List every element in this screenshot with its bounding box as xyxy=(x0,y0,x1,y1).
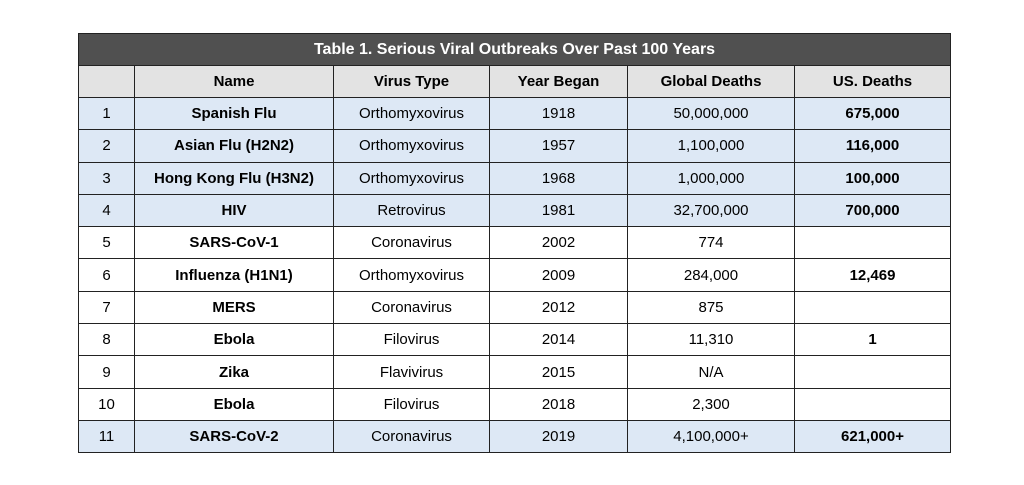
cell-name: Ebola xyxy=(134,387,334,421)
cell-global-deaths: 774 xyxy=(627,226,795,260)
cell-us-deaths: 100,000 xyxy=(793,161,952,195)
cell-year-began: 2015 xyxy=(489,355,628,389)
header-number xyxy=(78,65,135,98)
cell-number: 9 xyxy=(78,355,135,389)
cell-number: 7 xyxy=(78,290,135,325)
cell-number: 2 xyxy=(78,129,135,163)
table-row: 11 SARS-CoV-2 Coronavirus 2019 4,100,000… xyxy=(78,419,952,454)
cell-virus-type: Retrovirus xyxy=(333,193,490,228)
cell-global-deaths: 32,700,000 xyxy=(627,193,795,228)
cell-us-deaths xyxy=(793,290,952,325)
cell-year-began: 2002 xyxy=(489,226,628,260)
header-virus-type: Virus Type xyxy=(333,65,490,98)
table-caption: Table 1. Serious Viral Outbreaks Over Pa… xyxy=(77,33,952,66)
cell-number: 3 xyxy=(78,161,135,195)
cell-year-began: 2009 xyxy=(489,258,628,292)
cell-virus-type: Orthomyxovirus xyxy=(333,161,490,195)
table-caption-row: Table 1. Serious Viral Outbreaks Over Pa… xyxy=(77,33,952,66)
cell-name: MERS xyxy=(134,290,334,325)
outbreaks-table-container: Table 1. Serious Viral Outbreaks Over Pa… xyxy=(77,33,952,454)
table-row: 7 MERS Coronavirus 2012 875 xyxy=(78,290,952,325)
table-row: 5 SARS-CoV-1 Coronavirus 2002 774 xyxy=(78,226,952,260)
cell-virus-type: Orthomyxovirus xyxy=(333,129,490,163)
table-row: 1 Spanish Flu Orthomyxovirus 1918 50,000… xyxy=(78,96,952,131)
table-row: 3 Hong Kong Flu (H3N2) Orthomyxovirus 19… xyxy=(78,161,952,195)
cell-us-deaths xyxy=(793,355,952,389)
table-row: 9 Zika Flavivirus 2015 N/A xyxy=(78,355,952,389)
cell-us-deaths: 12,469 xyxy=(793,258,952,292)
table-header-row: Name Virus Type Year Began Global Deaths… xyxy=(78,65,952,98)
cell-virus-type: Coronavirus xyxy=(333,226,490,260)
cell-name: HIV xyxy=(134,193,334,228)
table-row: 4 HIV Retrovirus 1981 32,700,000 700,000 xyxy=(78,193,952,228)
cell-virus-type: Filovirus xyxy=(333,323,490,357)
cell-name: Spanish Flu xyxy=(134,96,334,131)
cell-us-deaths xyxy=(793,226,952,260)
cell-name: SARS-CoV-1 xyxy=(134,226,334,260)
cell-virus-type: Orthomyxovirus xyxy=(333,96,490,131)
cell-us-deaths xyxy=(793,387,952,421)
table-row: 6 Influenza (H1N1) Orthomyxovirus 2009 2… xyxy=(78,258,952,292)
cell-number: 6 xyxy=(78,258,135,292)
cell-global-deaths: 2,300 xyxy=(627,387,795,421)
cell-virus-type: Filovirus xyxy=(333,387,490,421)
cell-name: Ebola xyxy=(134,323,334,357)
cell-number: 11 xyxy=(78,419,135,454)
table-body: 1 Spanish Flu Orthomyxovirus 1918 50,000… xyxy=(78,96,952,454)
cell-year-began: 2014 xyxy=(489,323,628,357)
cell-global-deaths: 11,310 xyxy=(627,323,795,357)
cell-global-deaths: 4,100,000+ xyxy=(627,419,795,454)
cell-year-began: 1968 xyxy=(489,161,628,195)
cell-global-deaths: 1,000,000 xyxy=(627,161,795,195)
cell-global-deaths: 284,000 xyxy=(627,258,795,292)
cell-year-began: 2018 xyxy=(489,387,628,421)
cell-virus-type: Coronavirus xyxy=(333,290,490,325)
cell-number: 8 xyxy=(78,323,135,357)
cell-us-deaths: 621,000+ xyxy=(793,419,952,454)
cell-name: Zika xyxy=(134,355,334,389)
cell-year-began: 2012 xyxy=(489,290,628,325)
cell-us-deaths: 116,000 xyxy=(793,129,952,163)
outbreaks-table: Table 1. Serious Viral Outbreaks Over Pa… xyxy=(77,33,952,454)
cell-name: Hong Kong Flu (H3N2) xyxy=(134,161,334,195)
cell-name: Influenza (H1N1) xyxy=(134,258,334,292)
cell-name: Asian Flu (H2N2) xyxy=(134,129,334,163)
cell-global-deaths: N/A xyxy=(627,355,795,389)
cell-year-began: 2019 xyxy=(489,419,628,454)
header-year-began: Year Began xyxy=(489,65,628,98)
table-row: 10 Ebola Filovirus 2018 2,300 xyxy=(78,387,952,421)
cell-us-deaths: 700,000 xyxy=(793,193,952,228)
cell-number: 4 xyxy=(78,193,135,228)
cell-global-deaths: 875 xyxy=(627,290,795,325)
cell-number: 1 xyxy=(78,96,135,131)
cell-us-deaths: 675,000 xyxy=(793,96,952,131)
cell-year-began: 1981 xyxy=(489,193,628,228)
table-row: 2 Asian Flu (H2N2) Orthomyxovirus 1957 1… xyxy=(78,129,952,163)
cell-virus-type: Orthomyxovirus xyxy=(333,258,490,292)
header-us-deaths: US. Deaths xyxy=(793,65,952,98)
cell-us-deaths: 1 xyxy=(793,323,952,357)
header-name: Name xyxy=(134,65,334,98)
table-row: 8 Ebola Filovirus 2014 11,310 1 xyxy=(78,323,952,357)
cell-global-deaths: 50,000,000 xyxy=(627,96,795,131)
cell-year-began: 1918 xyxy=(489,96,628,131)
cell-global-deaths: 1,100,000 xyxy=(627,129,795,163)
cell-virus-type: Coronavirus xyxy=(333,419,490,454)
header-global-deaths: Global Deaths xyxy=(627,65,795,98)
cell-number: 5 xyxy=(78,226,135,260)
cell-year-began: 1957 xyxy=(489,129,628,163)
cell-virus-type: Flavivirus xyxy=(333,355,490,389)
cell-name: SARS-CoV-2 xyxy=(134,419,334,454)
cell-number: 10 xyxy=(78,387,135,421)
